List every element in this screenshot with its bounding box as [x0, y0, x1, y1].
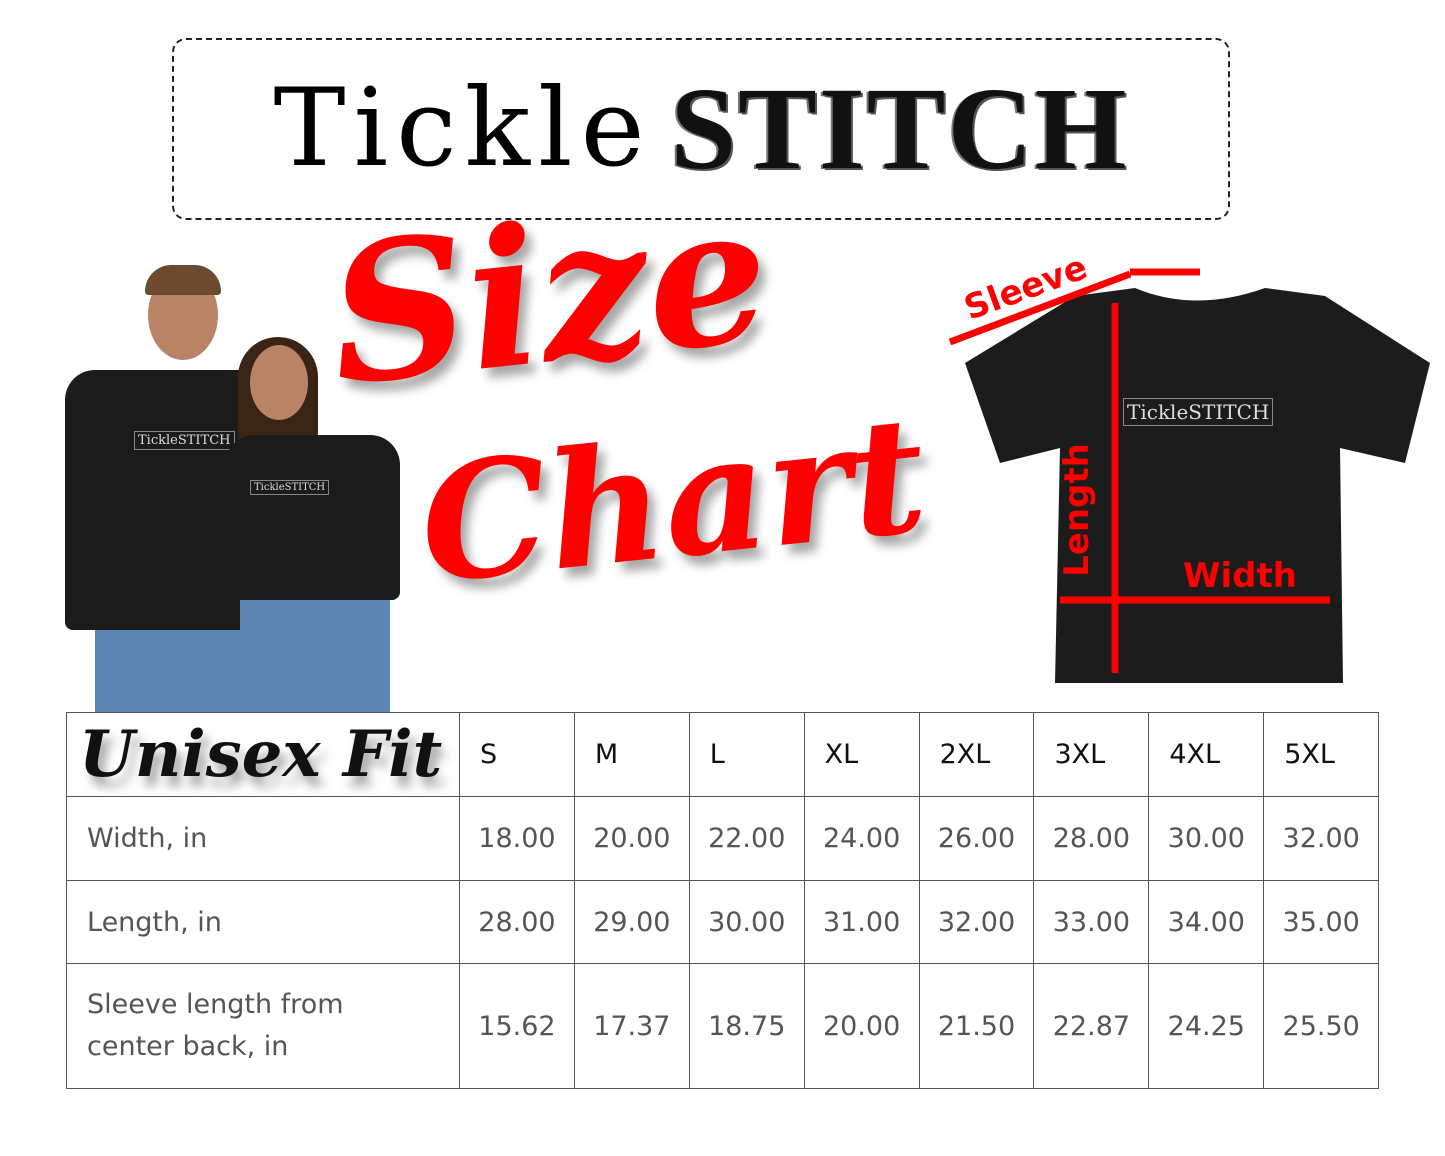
cell: 28.00: [1033, 796, 1150, 881]
cell: 32.00: [1263, 796, 1380, 881]
table-header-row: Unisex Fit S M L XL 2XL 3XL 4XL 5XL: [66, 712, 1380, 797]
table-row-sleeve: Sleeve length from center back, in 15.62…: [66, 963, 1380, 1089]
row-label: Sleeve length from center back, in: [66, 963, 460, 1089]
tshirt-shape: [965, 288, 1430, 683]
cell: 35.00: [1263, 880, 1380, 964]
cell: 28.00: [459, 880, 575, 964]
cell: 25.50: [1263, 963, 1380, 1089]
tshirt-diagram: TickleSTITCH: [965, 288, 1430, 683]
woman-head: [250, 345, 308, 420]
table-row-width: Width, in 18.00 20.00 22.00 24.00 26.00 …: [66, 796, 1380, 881]
width-label: Width: [1183, 556, 1297, 596]
row-label-line: Sleeve length from: [87, 989, 344, 1020]
size-header: 2XL: [918, 712, 1035, 797]
size-header: 3XL: [1033, 712, 1150, 797]
size-header: 5XL: [1263, 712, 1380, 797]
logo-stitch: STITCH: [670, 63, 1129, 194]
size-header: XL: [803, 712, 920, 797]
cell: 34.00: [1148, 880, 1265, 964]
unisex-fit-label: Unisex Fit: [66, 712, 460, 797]
size-header: S: [459, 712, 575, 797]
size-table: Unisex Fit S M L XL 2XL 3XL 4XL 5XL Widt…: [66, 712, 1380, 1089]
row-label-line: center back, in: [87, 1031, 289, 1062]
cell: 26.00: [918, 796, 1035, 881]
row-label: Length, in: [66, 880, 460, 964]
sleeve-line: [948, 268, 1200, 346]
cell: 31.00: [803, 880, 920, 964]
models-photo: TickleSTITCH TickleSTITCH: [60, 265, 420, 712]
cell: 21.50: [918, 963, 1035, 1089]
cell: 18.75: [688, 963, 805, 1089]
size-header: L: [688, 712, 805, 797]
cell: 22.87: [1033, 963, 1150, 1089]
row-label: Width, in: [66, 796, 460, 881]
woman-shirt: [225, 435, 400, 600]
cell: 20.00: [803, 963, 920, 1089]
woman-shirt-print: TickleSTITCH: [250, 480, 330, 495]
cell: 30.00: [1148, 796, 1265, 881]
title-chart: Chart: [411, 380, 934, 620]
cell: 33.00: [1033, 880, 1150, 964]
size-header: M: [573, 712, 690, 797]
man-shirt-print: TickleSTITCH: [134, 431, 235, 450]
size-header: 4XL: [1148, 712, 1265, 797]
cell: 24.00: [803, 796, 920, 881]
logo-tickle: Tickle: [273, 66, 653, 191]
cell: 17.37: [573, 963, 690, 1089]
cell: 30.00: [688, 880, 805, 964]
man-hair: [145, 265, 221, 295]
length-label: Length: [1056, 443, 1097, 577]
logo-frame: Tickle STITCH: [172, 38, 1230, 220]
woman-jeans: [240, 600, 390, 712]
title-size: Size: [319, 160, 779, 429]
cell: 22.00: [688, 796, 805, 881]
cell: 24.25: [1148, 963, 1265, 1089]
cell: 18.00: [459, 796, 575, 881]
cell: 29.00: [573, 880, 690, 964]
table-row-length: Length, in 28.00 29.00 30.00 31.00 32.00…: [66, 880, 1380, 964]
tee-print: TickleSTITCH: [1123, 398, 1274, 426]
cell: 20.00: [573, 796, 690, 881]
cell: 32.00: [918, 880, 1035, 964]
man-jeans: [95, 630, 265, 712]
cell: 15.62: [459, 963, 575, 1089]
